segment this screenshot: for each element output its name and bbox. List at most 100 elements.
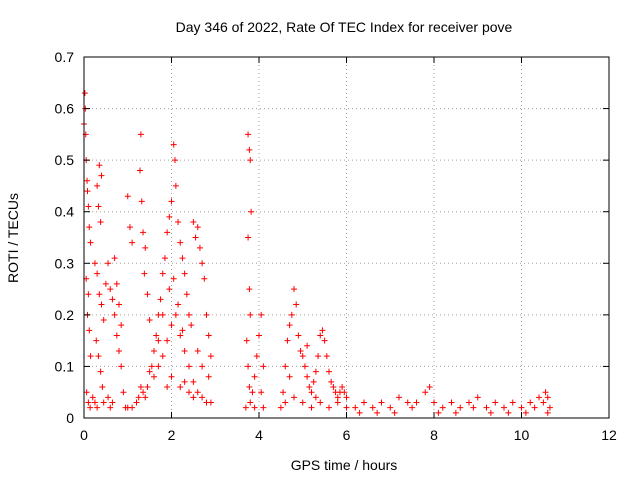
data-point-marker	[341, 389, 348, 396]
data-point-marker	[474, 394, 481, 401]
data-point-marker	[203, 311, 210, 318]
data-point-marker	[286, 322, 293, 329]
data-point-marker	[135, 394, 142, 401]
data-point-marker	[247, 399, 254, 406]
data-point-marker	[544, 394, 551, 401]
data-point-marker	[288, 311, 295, 318]
data-point-marker	[85, 203, 92, 210]
data-point-marker	[155, 363, 162, 370]
data-point-marker	[531, 404, 538, 411]
data-point-marker	[323, 353, 330, 360]
data-point-marker	[109, 399, 116, 406]
data-point-marker	[87, 404, 94, 411]
data-point-marker	[144, 384, 151, 391]
data-point-marker	[245, 234, 252, 241]
data-point-marker	[439, 404, 446, 411]
data-point-marker	[260, 404, 267, 411]
data-point-marker	[248, 208, 255, 215]
data-point-marker	[201, 275, 208, 282]
data-point-marker	[304, 373, 311, 380]
data-point-marker	[448, 399, 455, 406]
data-point-marker	[85, 399, 92, 406]
data-point-marker	[146, 317, 153, 324]
data-point-marker	[387, 404, 394, 411]
data-point-marker	[168, 322, 175, 329]
data-point-marker	[144, 291, 151, 298]
data-point-marker	[181, 270, 188, 277]
y-tick-label: 0.2	[55, 307, 75, 323]
data-point-marker	[172, 182, 179, 189]
data-point-marker	[251, 373, 258, 380]
data-point-marker	[116, 301, 122, 308]
data-point-marker	[286, 373, 293, 380]
data-point-marker	[151, 373, 157, 380]
data-point-marker	[118, 322, 125, 329]
data-point-marker	[151, 347, 157, 354]
data-point-marker	[97, 368, 104, 375]
data-point-marker	[93, 337, 100, 344]
data-point-marker	[317, 399, 324, 406]
data-point-marker	[186, 311, 192, 318]
data-point-marker	[330, 384, 337, 391]
data-point-marker	[87, 353, 94, 360]
data-point-marker	[159, 353, 166, 360]
data-point-marker	[153, 332, 160, 339]
y-tick-label: 0	[66, 410, 74, 426]
data-point-marker	[105, 260, 112, 267]
data-point-marker	[301, 363, 308, 370]
data-point-marker	[470, 404, 477, 411]
x-tick-label: 8	[430, 427, 438, 443]
y-tick-label: 0.3	[55, 255, 75, 271]
data-point-marker	[181, 347, 188, 354]
data-point-marker	[192, 234, 199, 241]
data-point-marker	[297, 347, 304, 354]
data-point-marker	[157, 296, 164, 303]
data-point-marker	[291, 286, 297, 293]
data-point-marker	[91, 399, 98, 406]
data-point-marker	[256, 332, 262, 339]
data-point-marker	[84, 188, 91, 195]
data-point-marker	[483, 404, 490, 411]
data-point-marker	[107, 404, 114, 411]
data-point-marker	[172, 157, 178, 164]
data-point-marker	[280, 389, 287, 396]
data-point-marker	[86, 224, 93, 231]
data-point-marker	[100, 399, 107, 406]
data-points	[81, 90, 553, 416]
data-point-marker	[326, 404, 332, 411]
data-point-marker	[95, 203, 102, 210]
data-point-marker	[374, 409, 381, 416]
data-point-marker	[396, 394, 402, 401]
data-point-marker	[87, 239, 94, 246]
y-tick-label: 0.4	[55, 204, 75, 220]
data-point-marker	[155, 337, 162, 344]
data-point-marker	[140, 389, 147, 396]
data-point-marker	[86, 327, 93, 334]
data-point-marker	[487, 409, 494, 416]
data-point-marker	[142, 244, 149, 251]
data-point-marker	[190, 219, 197, 226]
data-point-marker	[111, 255, 118, 262]
data-point-marker	[84, 177, 91, 184]
data-point-marker	[126, 224, 133, 231]
data-point-marker	[109, 296, 116, 303]
data-point-marker	[422, 389, 429, 396]
data-point-marker	[94, 270, 101, 277]
data-point-marker	[159, 311, 166, 318]
data-point-marker	[527, 399, 534, 406]
data-point-marker	[245, 131, 252, 138]
data-point-marker	[505, 409, 512, 416]
x-tick-label: 10	[514, 427, 530, 443]
data-point-marker	[98, 301, 105, 308]
data-point-marker	[196, 244, 203, 251]
data-point-marker	[186, 363, 192, 370]
data-point-marker	[96, 162, 103, 169]
data-point-marker	[457, 404, 464, 411]
data-point-marker	[205, 373, 212, 380]
data-point-marker	[81, 90, 88, 97]
y-tick-label: 0.5	[55, 152, 75, 168]
data-point-marker	[177, 384, 184, 391]
data-point-marker	[277, 404, 284, 411]
data-point-marker	[260, 363, 267, 370]
data-point-marker	[308, 404, 315, 411]
